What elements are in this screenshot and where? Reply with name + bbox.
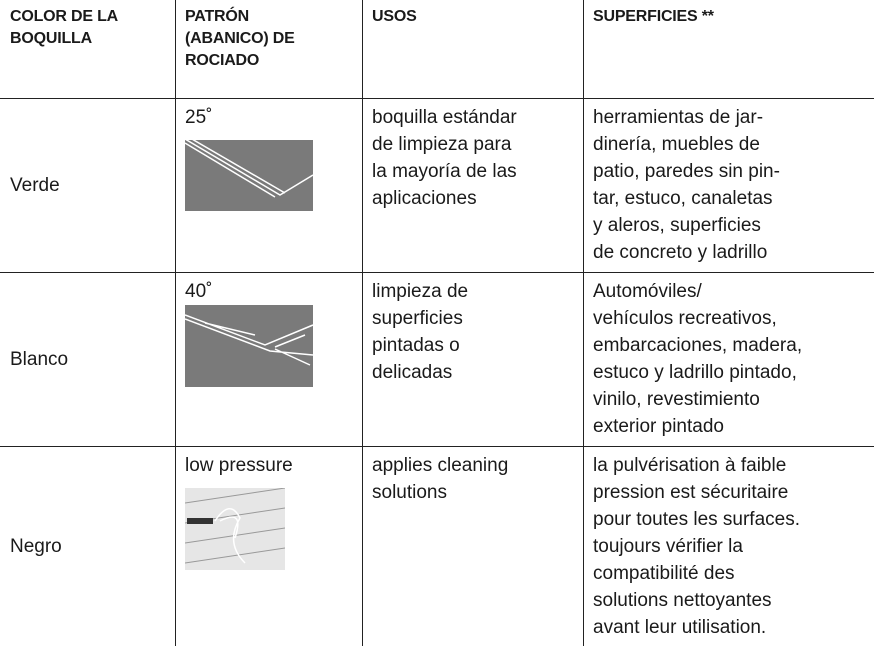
header-cell: COLOR DE LA BOQUILLA (10, 8, 119, 47)
uses-cell: boquilla estándar de limpieza para la ma… (372, 107, 517, 209)
column-rule (175, 0, 176, 646)
uses-cell: limpieza de superficies pintadas o delic… (372, 281, 469, 383)
uses-cell: applies cleaning solutions (372, 455, 509, 503)
header-cell: USOS (372, 8, 417, 25)
surfaces-cell: Automóviles/ vehículos recreativos, emba… (593, 281, 803, 437)
pattern-label: low pressure (185, 455, 293, 476)
row-rule (0, 272, 874, 273)
header-cell: SUPERFICIES ** (593, 8, 714, 25)
spray-image (185, 305, 313, 387)
column-rule (362, 0, 363, 646)
pattern-label: 25˚ (185, 107, 213, 128)
pattern-label: 40˚ (185, 281, 213, 302)
row-rule (0, 446, 874, 447)
spray-image (185, 135, 313, 211)
color-cell: Negro (10, 535, 62, 557)
surfaces-cell: la pulvérisation à faible pression est s… (593, 455, 800, 638)
color-cell: Blanco (10, 348, 69, 370)
row-rule (0, 98, 874, 99)
color-cell: Verde (10, 174, 60, 196)
surfaces-cell: herramientas de jar- dinería, muebles de… (593, 107, 780, 263)
header-cell: PATRÓN (ABANICO) DE ROCIADO (185, 8, 295, 69)
spray-image (185, 488, 285, 570)
column-rule (583, 0, 584, 646)
